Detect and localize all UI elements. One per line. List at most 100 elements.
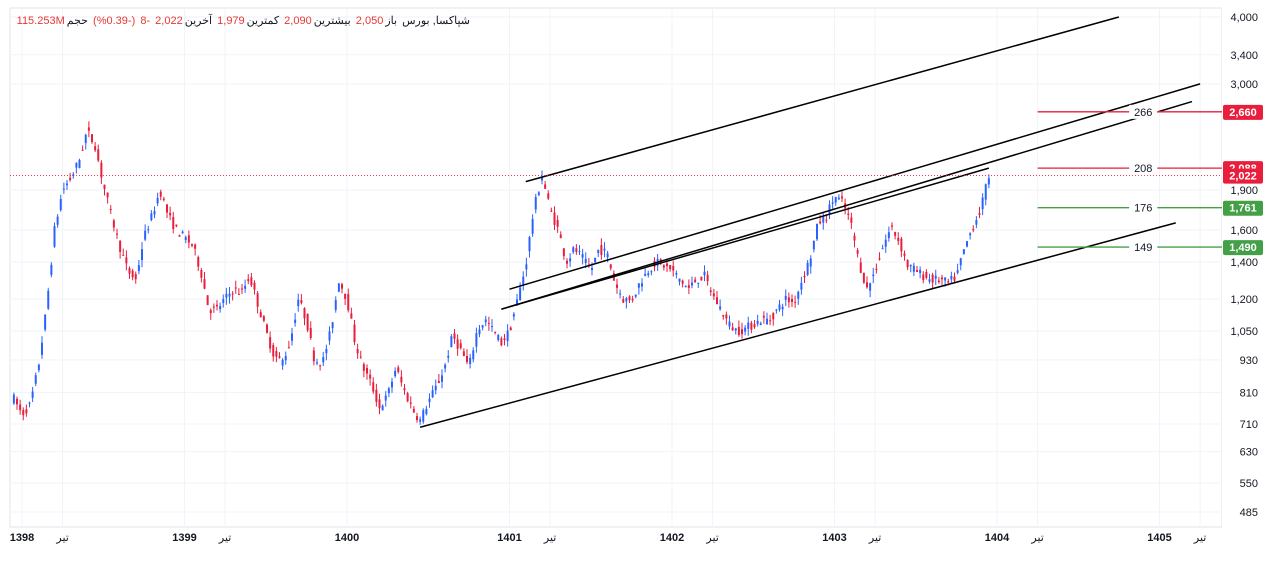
candle-body: [478, 329, 481, 335]
candle-body: [200, 270, 203, 278]
candle-body: [350, 313, 353, 319]
candle-body: [397, 367, 400, 372]
candle-body: [800, 282, 803, 290]
candle-body: [59, 198, 62, 211]
candle-body: [347, 293, 350, 311]
x-axis: 1398 تیر 1399 تیر 1400 1401 تیر 1402 تیر 1403 تیر 1…: [10, 532, 1207, 544]
candle-body: [19, 404, 22, 411]
candle-body: [297, 299, 300, 306]
candle-body: [828, 204, 831, 215]
candle-body: [866, 282, 868, 288]
candle-body: [322, 357, 325, 363]
candle-body: [131, 270, 134, 278]
candle-body: [162, 198, 165, 200]
candle-body: [94, 146, 97, 151]
candle-body: [444, 364, 447, 369]
candle-body: [553, 212, 556, 225]
candle-body: [325, 348, 328, 354]
candle-body: [566, 260, 568, 264]
candle-body: [772, 313, 775, 320]
candle-body: [675, 273, 678, 275]
target-level-label-bg: [1129, 200, 1158, 215]
candle-body: [172, 217, 175, 230]
candle-body: [150, 213, 153, 221]
candle-body: [700, 276, 703, 281]
candle-body: [334, 300, 337, 310]
candle-body: [25, 409, 28, 414]
candle-body: [891, 225, 893, 227]
legend-volume-label: حجم: [66, 15, 88, 27]
candle-body: [231, 293, 234, 295]
candle-body: [784, 295, 787, 300]
candle-body: [12, 394, 15, 404]
candle-body: [441, 375, 443, 382]
candle-body: [691, 282, 693, 286]
x-tick-label: 1405: [1147, 532, 1171, 544]
candle-body: [269, 337, 272, 349]
x-tick-label: 1404: [985, 532, 1010, 544]
channel-lines: [419, 16, 1201, 428]
candle-body: [259, 312, 262, 318]
candle-body: [75, 163, 78, 168]
legend-close-value: 2,022: [155, 15, 183, 27]
y-tick-label: 1,050: [1230, 326, 1258, 338]
y-tick-label: 1,200: [1230, 294, 1258, 306]
candle-body: [969, 233, 972, 236]
candle-body: [525, 264, 528, 270]
candle-body: [947, 281, 950, 283]
candle-body: [556, 219, 559, 227]
trendline-upper-outer: [525, 16, 1120, 183]
legend-change-pct: (-0.39%): [93, 15, 136, 27]
trendline-lower: [419, 222, 1176, 428]
candle-body: [737, 326, 740, 336]
candle-body: [47, 290, 50, 309]
candle-body: [466, 355, 468, 363]
price-tag-label: 2,660: [1229, 107, 1257, 119]
candle-body: [859, 262, 862, 273]
candle-body: [903, 253, 906, 256]
candle-body: [791, 298, 793, 302]
price-tag-label: 1,490: [1229, 242, 1257, 254]
candle-body: [831, 202, 834, 204]
candle-body: [537, 192, 540, 195]
candle-body: [541, 177, 543, 181]
candle-body: [203, 279, 206, 289]
candle-body: [294, 319, 297, 323]
candle-body: [206, 295, 209, 306]
candle-body: [175, 224, 178, 227]
candle-body: [722, 315, 725, 317]
price-tag: [1223, 240, 1263, 256]
candle-body: [694, 279, 697, 283]
candle-body: [981, 197, 984, 210]
candle-body: [303, 308, 306, 319]
y-tick-label: 4,000: [1230, 12, 1258, 24]
target-level-label-bg: [1129, 104, 1158, 119]
candle-body: [944, 277, 947, 281]
price-tag-label: 1,761: [1229, 203, 1257, 215]
candle-body: [575, 248, 578, 252]
candle-body: [125, 257, 128, 264]
candle-body: [128, 268, 131, 274]
candle-body: [159, 191, 162, 197]
candle-body: [237, 293, 240, 295]
price-tag: [1223, 104, 1263, 120]
candle-body: [984, 184, 987, 200]
candle-body: [931, 274, 934, 283]
candle-body: [822, 215, 825, 223]
candle-body: [241, 288, 243, 290]
x-tick-label: تیر: [1193, 532, 1206, 544]
candle-body: [425, 408, 428, 415]
candle-body: [756, 320, 759, 324]
candle-body: [684, 286, 687, 288]
candle-body: [603, 248, 606, 251]
trendline-lower-mid: [501, 100, 1193, 310]
candle-body: [916, 269, 918, 272]
candle-body: [672, 265, 675, 271]
candle-body: [462, 351, 465, 357]
candle-body: [812, 240, 815, 250]
y-tick-label: 930: [1240, 355, 1258, 367]
candle-body: [97, 149, 100, 161]
legend-change-value: -8: [140, 15, 151, 27]
